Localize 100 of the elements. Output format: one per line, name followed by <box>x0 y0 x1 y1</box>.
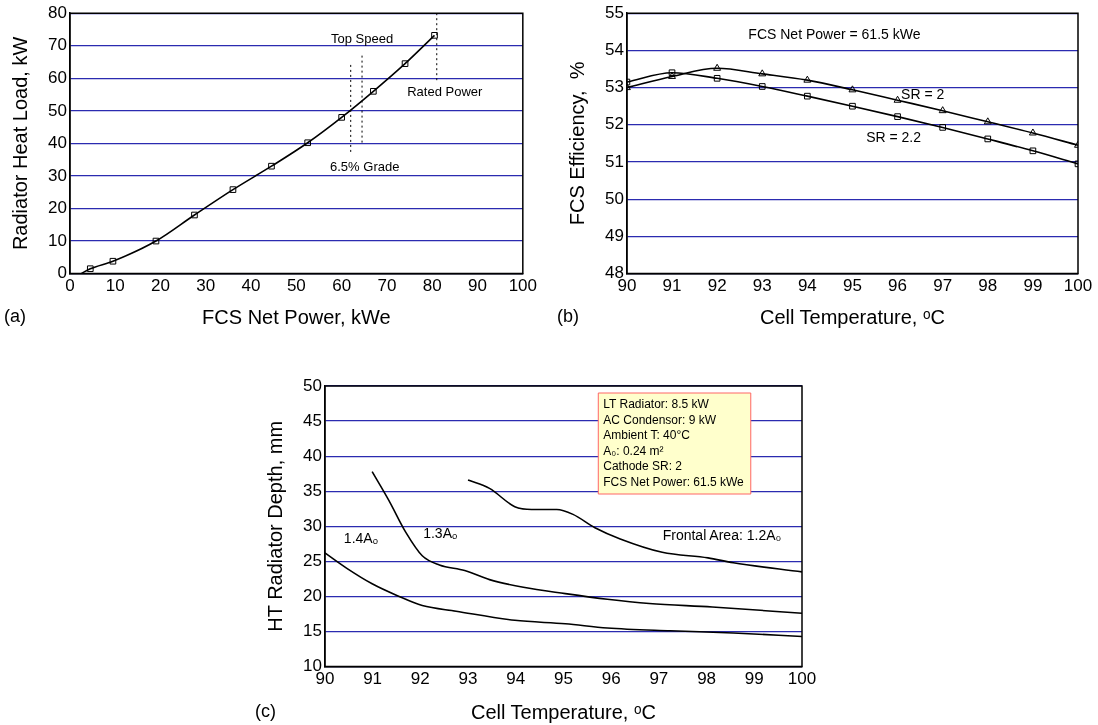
x-tick-label: 98 <box>697 669 717 689</box>
x-tick-label: 20 <box>151 276 170 296</box>
y-tick-label: 52 <box>604 114 624 134</box>
x-axis-title: FCS Net Power, kWe <box>202 305 391 328</box>
text: (a) <box>4 305 26 326</box>
text: (b) <box>556 305 579 326</box>
point <box>713 74 721 82</box>
x-tick-label: 97 <box>649 669 669 689</box>
y-tick-label: 25 <box>302 551 322 571</box>
y-tick-label: 20 <box>47 198 67 218</box>
annotation: LT Radiator: 8.5 kW <box>603 397 710 412</box>
point <box>229 186 237 193</box>
x-tick-label: 99 <box>1023 276 1043 296</box>
x-tick-label: 94 <box>506 669 526 689</box>
point <box>401 60 409 67</box>
x-tick-label: 30 <box>196 276 216 296</box>
ref-line-label: Top Speed <box>330 30 394 46</box>
point <box>939 124 946 131</box>
x-axis-title: Cell Temperature, ᵒC <box>759 305 945 328</box>
point <box>370 87 377 95</box>
x-tick-label: 95 <box>842 276 862 296</box>
y-tick-label: 55 <box>604 2 624 22</box>
point <box>848 85 857 93</box>
point <box>109 257 117 265</box>
x-tick-label: 100 <box>1063 276 1093 296</box>
y-tick-label: 40 <box>302 445 322 465</box>
y-tick-label: 30 <box>302 515 322 535</box>
ref-line-label: Rated Power <box>407 84 484 100</box>
x-tick-label: 100 <box>787 669 817 689</box>
series-label: 1.4Aₒ <box>343 529 378 546</box>
point <box>338 114 345 121</box>
point <box>894 113 901 120</box>
point <box>268 162 275 170</box>
y-tick-label: 50 <box>604 188 624 208</box>
x-axis-title: Cell Temperature, ᵒC <box>470 700 656 723</box>
x-tick-label: 93 <box>458 669 478 689</box>
point <box>938 106 947 114</box>
text: (c) <box>254 700 276 721</box>
y-tick-label: 50 <box>47 100 67 120</box>
annotation: A₀: 0.24 m² <box>603 443 664 458</box>
annotation: AC Condensor: 9 kW <box>603 412 717 427</box>
annotation: Ambient T: 40°C <box>603 428 691 443</box>
ref-line-label: 6.5% Grade <box>330 159 400 174</box>
y-tick-label: 30 <box>47 165 67 185</box>
point <box>304 139 312 147</box>
y-tick-label: 0 <box>57 263 67 283</box>
y-tick-label: 53 <box>604 77 624 97</box>
y-tick-label: 15 <box>302 621 322 641</box>
point <box>1028 128 1037 136</box>
series-label: 1.3Aₒ <box>423 524 458 541</box>
x-tick-label: 40 <box>241 276 261 296</box>
x-tick-label: 70 <box>377 276 397 296</box>
point <box>152 237 160 245</box>
point <box>804 92 811 100</box>
y-tick-label: 40 <box>47 133 67 153</box>
y-axis-title: HT Radiator Depth, mm <box>264 420 287 632</box>
x-tick-label: 10 <box>105 276 125 296</box>
y-tick-label: 35 <box>302 480 322 500</box>
x-tick-label: 92 <box>707 276 727 296</box>
x-tick-label: 97 <box>933 276 953 296</box>
annotation: FCS Net Power = 61.5 kWe <box>748 26 921 43</box>
y-tick-label: 60 <box>47 67 67 87</box>
y-tick-label: 10 <box>47 230 67 250</box>
point <box>86 265 94 273</box>
y-tick-label: 49 <box>604 226 624 246</box>
point <box>191 211 198 219</box>
point <box>849 102 856 110</box>
x-tick-label: 96 <box>601 669 621 689</box>
x-tick-label: 93 <box>752 276 772 296</box>
x-tick-label: 96 <box>888 276 908 296</box>
series-label: SR = 2.2 <box>866 129 922 146</box>
y-tick-label: 50 <box>302 375 322 395</box>
y-axis-title: Radiator Heat Load, kW <box>9 36 32 251</box>
y-tick-label: 51 <box>604 151 624 171</box>
x-tick-label: 98 <box>978 276 998 296</box>
y-tick-label: 70 <box>47 35 67 55</box>
x-tick-label: 92 <box>410 669 430 689</box>
point <box>893 95 902 103</box>
x-tick-label: 100 <box>508 276 538 296</box>
point <box>803 75 812 83</box>
y-tick-label: 54 <box>604 40 624 60</box>
series-label: Frontal Area: 1.2A₀ <box>662 526 782 543</box>
x-tick-label: 91 <box>662 276 682 296</box>
x-tick-label: 91 <box>363 669 383 689</box>
point <box>983 117 992 125</box>
x-tick-label: 80 <box>422 276 442 296</box>
point <box>758 83 766 90</box>
y-tick-label: 80 <box>47 2 67 22</box>
y-tick-label: 20 <box>302 586 322 606</box>
point <box>431 32 438 39</box>
point <box>758 69 767 77</box>
series-label: SR = 2 <box>901 85 945 102</box>
x-tick-label: 94 <box>797 276 817 296</box>
x-tick-label: 99 <box>744 669 764 689</box>
x-tick-label: 95 <box>553 669 573 689</box>
annotation: FCS Net Power: 61.5 kWe <box>603 474 745 489</box>
y-axis-title: FCS Efficiency, % <box>566 61 589 226</box>
x-tick-label: 50 <box>286 276 306 296</box>
point <box>984 135 992 143</box>
point <box>1029 147 1037 155</box>
